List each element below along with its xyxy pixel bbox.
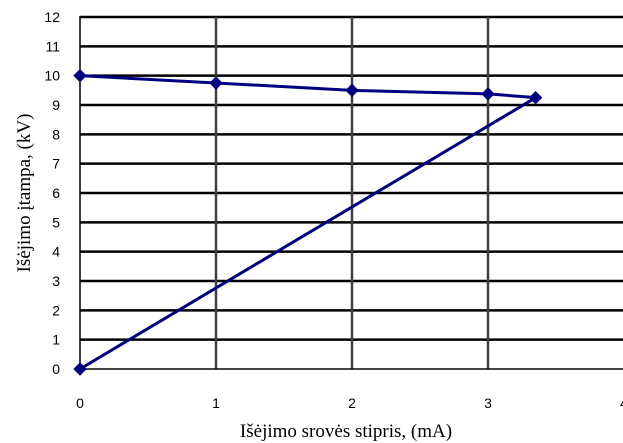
data-point-marker <box>73 68 87 83</box>
grid <box>80 15 623 369</box>
y-tick-label: 12 <box>44 9 60 25</box>
data-point-marker <box>209 76 223 90</box>
series-line <box>79 74 538 371</box>
x-tick-label: 4 <box>620 395 623 411</box>
series-group <box>73 68 543 376</box>
data-point-marker <box>481 87 495 101</box>
y-tick-label: 6 <box>52 185 60 201</box>
y-tick-label: 10 <box>44 68 60 84</box>
x-tick-label: 0 <box>76 395 84 411</box>
y-tick-label: 5 <box>52 214 60 230</box>
y-tick-label: 7 <box>52 156 60 172</box>
y-tick-label: 2 <box>52 302 60 318</box>
data-point-marker <box>345 83 359 98</box>
y-tick-label: 3 <box>52 273 60 289</box>
y-tick-label: 11 <box>45 38 60 54</box>
y-tick-label: 8 <box>52 126 60 142</box>
y-tick-label: 0 <box>52 361 60 377</box>
x-tick-label: 1 <box>212 395 220 411</box>
x-tick-label: 3 <box>484 395 492 411</box>
y-axis-title: Išėjimo įtampa, (kV) <box>14 114 35 273</box>
data-point-marker <box>528 90 543 105</box>
x-axis-title: Išėjimo srovės stipris, (mA) <box>240 421 452 442</box>
data-point-marker <box>73 362 87 376</box>
x-tick-label: 2 <box>348 395 356 411</box>
x-tick-labels: 0 1 2 3 4 <box>76 395 623 411</box>
y-tick-label: 4 <box>52 244 60 260</box>
y-tick-label: 9 <box>52 97 60 113</box>
y-tick-label: 1 <box>52 332 60 348</box>
